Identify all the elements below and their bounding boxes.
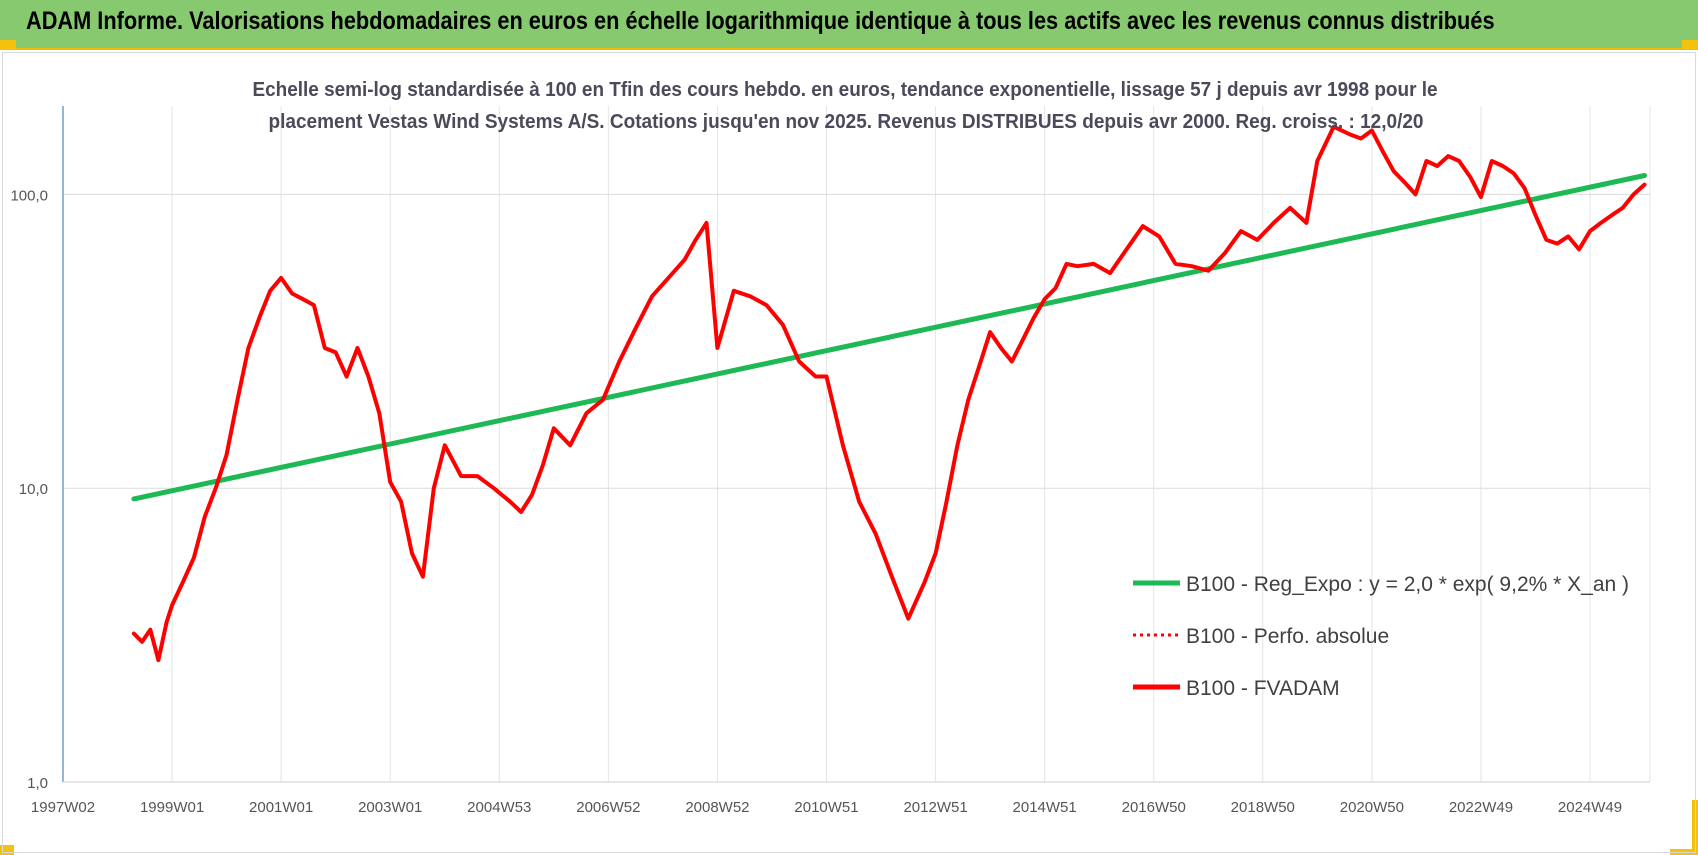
x-tick-label-7: 2010W51 xyxy=(794,799,858,816)
y-tick-label-1: 10,0 xyxy=(19,481,48,498)
report-title: ADAM Informe. Valorisations hebdomadaire… xyxy=(26,7,1495,35)
legend: B100 - Reg_Expo : y = 2,0 * exp( 9,2% * … xyxy=(1133,573,1629,700)
x-tick-label-5: 2006W52 xyxy=(576,799,640,816)
chart-title-line-2: placement Vestas Wind Systems A/S. Cotat… xyxy=(269,111,1424,133)
legend-label-2: B100 - FVADAM xyxy=(1186,677,1340,700)
x-tick-label-13: 2022W49 xyxy=(1449,799,1513,816)
y-tick-label-0: 1,0 xyxy=(27,775,48,792)
series-layer xyxy=(131,124,1647,663)
report-banner: ADAM Informe. Valorisations hebdomadaire… xyxy=(0,0,1698,50)
x-tick-label-8: 2012W51 xyxy=(903,799,967,816)
x-tick-label-11: 2018W50 xyxy=(1231,799,1295,816)
series-line-0 xyxy=(131,173,1647,502)
x-tick-label-0: 1997W02 xyxy=(31,799,95,816)
x-tick-label-6: 2008W52 xyxy=(685,799,749,816)
chart-title-line-1: Echelle semi-log standardisée à 100 en T… xyxy=(253,79,1438,101)
chart-area xyxy=(2,52,1696,853)
corner-marker-bottom-left xyxy=(0,845,14,855)
legend-label-1: B100 - Perfo. absolue xyxy=(1186,625,1389,648)
x-tick-label-2: 2001W01 xyxy=(249,799,313,816)
x-tick-label-1: 1999W01 xyxy=(140,799,204,816)
x-tick-label-3: 2003W01 xyxy=(358,799,422,816)
corner-marker-top-left xyxy=(0,40,16,50)
axes: 1,0 10,0 100,0 1997W02 1999W01 2001W01 2003W01… xyxy=(10,106,1650,816)
y-tick-label-2: 100,0 xyxy=(10,187,48,204)
grid xyxy=(62,106,1651,783)
x-tick-label-10: 2016W50 xyxy=(1122,799,1186,816)
legend-label-0: B100 - Reg_Expo : y = 2,0 * exp( 9,2% * … xyxy=(1186,573,1629,596)
x-tick-label-12: 2020W50 xyxy=(1340,799,1404,816)
series-line-2 xyxy=(131,124,1647,663)
x-tick-label-4: 2004W53 xyxy=(467,799,531,816)
x-tick-label-14: 2024W49 xyxy=(1558,799,1622,816)
x-tick-label-9: 2014W51 xyxy=(1013,799,1077,816)
corner-marker-top-right xyxy=(1682,40,1698,50)
